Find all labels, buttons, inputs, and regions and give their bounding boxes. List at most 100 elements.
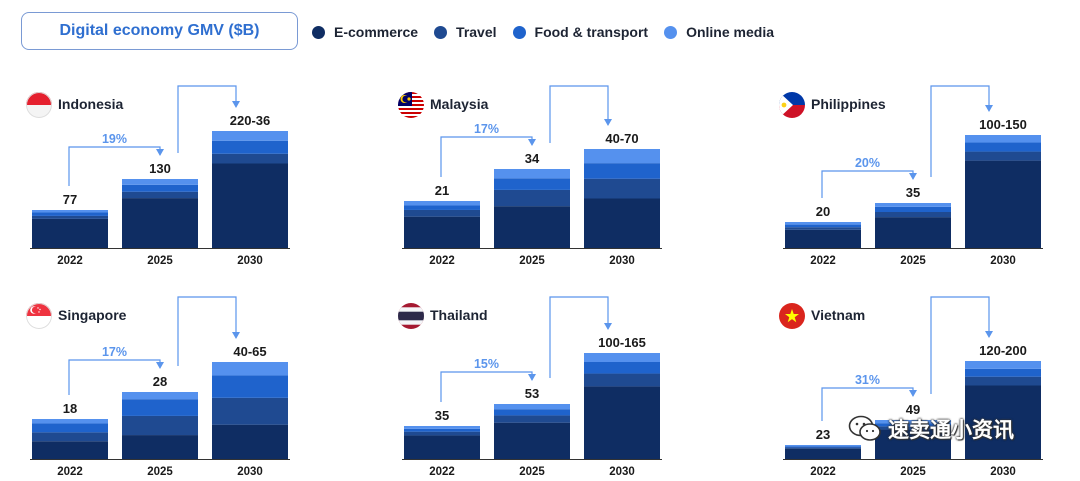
chart-title-box: Digital economy GMV ($B) <box>21 12 298 50</box>
legend-label-food-transport: Food & transport <box>534 24 649 40</box>
arrow-head-icon <box>909 173 917 180</box>
cagr-connector <box>68 359 161 395</box>
bar-value-label: 77 <box>63 192 77 207</box>
growth-connector <box>930 296 990 394</box>
legend-label-travel: Travel <box>456 24 497 40</box>
bar-segment-vietnam-2022-e-commerce <box>785 448 861 459</box>
bar-value-label: 40-70 <box>605 131 638 146</box>
arrow-head-icon <box>985 331 993 338</box>
panel-indonesia: Indonesia 77 2022 130 2025 220-36 2030 19% <box>22 85 312 270</box>
malaysia-flag-icon <box>398 92 424 118</box>
bar-segment-malaysia-2022-food-transport <box>404 205 480 210</box>
bar-value-label: 100-150 <box>979 117 1027 132</box>
bar-value-label: 35 <box>435 408 449 423</box>
growth-connector <box>549 296 609 378</box>
legend: E-commerce Travel Food & transport Onlin… <box>312 24 790 40</box>
panel-vietnam: Vietnam 23 2022 49 2025 120-200 2030 31% <box>775 296 1065 481</box>
bar-segment-singapore-2030-travel <box>212 397 288 425</box>
thailand-flag-icon <box>398 303 424 329</box>
vietnam-flag-icon <box>779 303 805 329</box>
bar-segment-vietnam-2025-food-transport <box>875 423 951 427</box>
bar-chart-thailand: 35 2022 53 2025 100-165 2030 15% <box>402 296 662 478</box>
indonesia-flag-icon <box>26 92 52 118</box>
bar-segment-philippines-2025-travel <box>875 212 951 218</box>
arrow-head-icon <box>604 119 612 126</box>
legend-item-food-transport: Food & transport <box>512 24 649 40</box>
bar-segment-malaysia-2030-e-commerce <box>584 198 660 248</box>
bar-segment-vietnam-2030-food-transport <box>965 368 1041 377</box>
cagr-label: 17% <box>102 345 127 359</box>
bar-segment-indonesia-2025-e-commerce <box>122 198 198 248</box>
bar-value-label: 120-200 <box>979 343 1027 358</box>
bar-segment-vietnam-2025-online-media <box>875 420 951 424</box>
bar-segment-philippines-2030-food-transport <box>965 142 1041 152</box>
bar-segment-indonesia-2030-travel <box>212 153 288 164</box>
bar-segment-malaysia-2022-e-commerce <box>404 216 480 248</box>
bar-segment-singapore-2025-online-media <box>122 392 198 400</box>
bar-segment-singapore-2025-travel <box>122 415 198 436</box>
bar-value-label: 23 <box>816 427 830 442</box>
bar-segment-philippines-2022-food-transport <box>785 224 861 228</box>
wechat-icon <box>848 415 881 441</box>
panel-singapore: Singapore 18 2022 28 2025 40-65 2030 17% <box>22 296 312 481</box>
country-name: Indonesia <box>58 96 124 112</box>
country-name: Malaysia <box>430 96 489 112</box>
watermark: 速卖通小资讯 <box>848 414 1014 444</box>
bar-segment-indonesia-2022-online-media <box>32 210 108 213</box>
x-tick-label: 2025 <box>147 255 173 267</box>
bar-chart-vietnam: 23 2022 49 2025 120-200 2030 31% <box>783 296 1043 478</box>
bar-segment-philippines-2022-e-commerce <box>785 229 861 248</box>
x-tick-label: 2022 <box>429 466 455 478</box>
panel-thailand: Thailand 35 2022 53 2025 100-165 2030 15% <box>394 296 684 481</box>
arrow-head-icon <box>604 323 612 330</box>
bar-segment-thailand-2030-food-transport <box>584 361 660 374</box>
bar-value-label: 100-165 <box>598 335 646 350</box>
x-tick-label: 2025 <box>519 466 545 478</box>
cagr-label: 15% <box>474 357 499 371</box>
bar-segment-philippines-2030-e-commerce <box>965 160 1041 248</box>
x-tick-label: 2025 <box>519 255 545 267</box>
legend-label-online-media: Online media <box>686 24 774 40</box>
arrow-head-icon <box>985 105 993 112</box>
growth-connector <box>177 85 237 153</box>
cagr-connector <box>440 371 533 402</box>
bar-segment-singapore-2030-food-transport <box>212 375 288 398</box>
bar-segment-vietnam-2025-travel <box>875 426 951 430</box>
bar-segment-indonesia-2030-food-transport <box>212 140 288 154</box>
bar-segment-vietnam-2022-food-transport <box>785 446 861 448</box>
bar-segment-singapore-2025-food-transport <box>122 399 198 416</box>
bar-segment-thailand-2025-food-transport <box>494 409 570 416</box>
bar-segment-indonesia-2022-travel <box>32 215 108 219</box>
bar-segment-singapore-2030-e-commerce <box>212 424 288 459</box>
bar-segment-thailand-2022-online-media <box>404 426 480 429</box>
x-tick-label: 2030 <box>237 255 263 267</box>
bar-segment-singapore-2022-e-commerce <box>32 441 108 459</box>
country-name: Thailand <box>430 307 488 323</box>
legend-item-travel: Travel <box>434 24 497 40</box>
x-tick-label: 2030 <box>237 466 263 478</box>
bar-segment-philippines-2022-online-media <box>785 222 861 225</box>
bar-value-label: 35 <box>906 185 920 200</box>
cagr-connector <box>821 170 914 198</box>
bar-segment-thailand-2022-e-commerce <box>404 435 480 459</box>
bar-value-label: 20 <box>816 204 830 219</box>
bar-segment-indonesia-2030-e-commerce <box>212 163 288 248</box>
cagr-label: 17% <box>474 122 499 136</box>
bar-segment-philippines-2030-online-media <box>965 135 1041 143</box>
bar-segment-thailand-2030-travel <box>584 373 660 387</box>
bar-value-label: 21 <box>435 183 449 198</box>
bar-segment-thailand-2022-travel <box>404 431 480 436</box>
cagr-label: 19% <box>102 132 127 146</box>
legend-label-ecommerce: E-commerce <box>334 24 419 40</box>
x-tick-label: 2030 <box>990 466 1016 478</box>
bar-segment-malaysia-2025-food-transport <box>494 178 570 190</box>
chart-title: Digital economy GMV ($B) <box>59 22 260 39</box>
bar-segment-thailand-2030-online-media <box>584 353 660 362</box>
bar-segment-indonesia-2022-e-commerce <box>32 218 108 248</box>
bar-value-label: 40-65 <box>233 344 266 359</box>
bar-value-label: 53 <box>525 386 539 401</box>
singapore-flag-icon <box>26 303 52 329</box>
bar-segment-malaysia-2030-travel <box>584 178 660 199</box>
x-tick-label: 2025 <box>900 255 926 267</box>
bar-segment-malaysia-2025-travel <box>494 189 570 207</box>
